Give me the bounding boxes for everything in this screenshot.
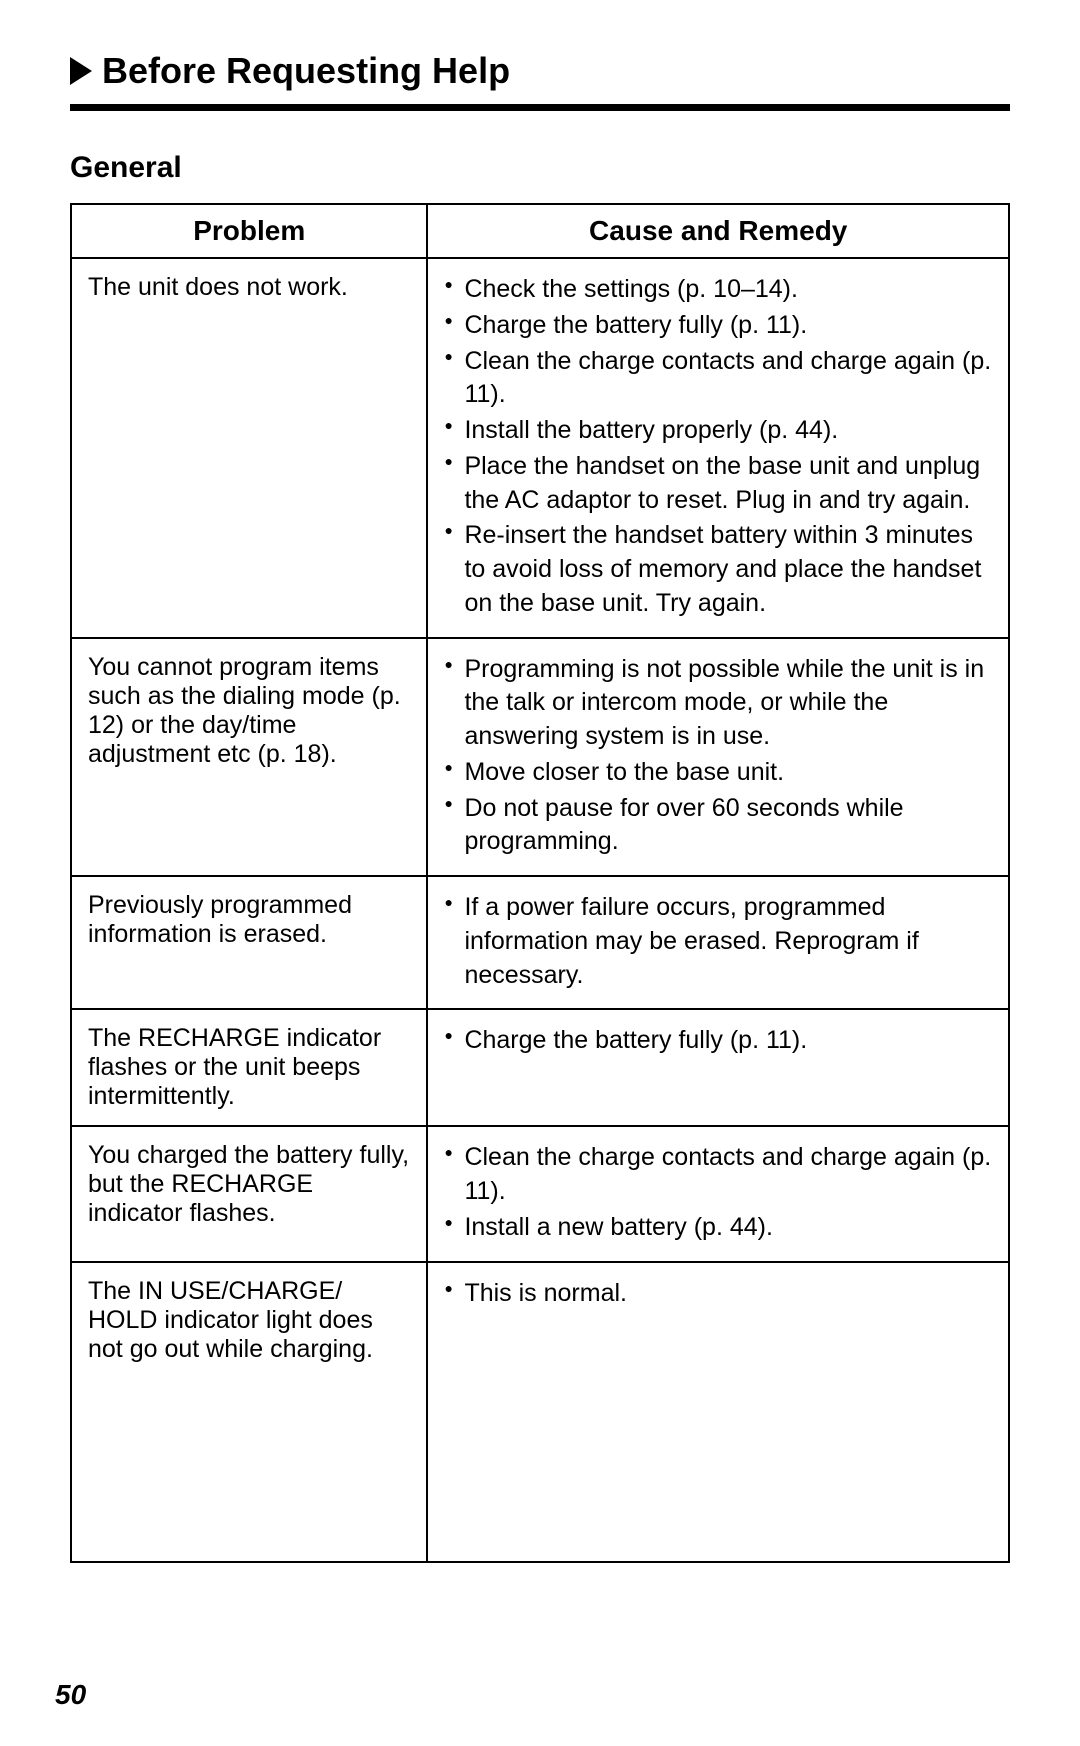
table-row: You charged the battery fully, but the R… <box>71 1126 1009 1261</box>
table-row: The unit does not work. Check the settin… <box>71 258 1009 638</box>
title-rule <box>70 104 1010 111</box>
problem-cell: The IN USE/CHARGE/ HOLD indicator light … <box>71 1262 427 1562</box>
arrow-right-icon <box>70 57 92 85</box>
remedy-item: Re-insert the handset battery within 3 m… <box>444 519 992 620</box>
remedy-item: If a power failure occurs, programmed in… <box>444 891 992 992</box>
remedy-item: Check the settings (p. 10–14). <box>444 273 992 307</box>
table-row: Previously programmed information is era… <box>71 876 1009 1009</box>
remedy-item: Programming is not possible while the un… <box>444 653 992 754</box>
remedy-item: Clean the charge contacts and charge aga… <box>444 1141 992 1209</box>
remedy-item: Place the handset on the base unit and u… <box>444 450 992 518</box>
problem-cell: You cannot program items such as the dia… <box>71 638 427 877</box>
remedy-cell: Check the settings (p. 10–14). Charge th… <box>427 258 1009 638</box>
page-title: Before Requesting Help <box>102 50 510 92</box>
remedy-list: Check the settings (p. 10–14). Charge th… <box>444 273 992 621</box>
remedy-list: Charge the battery fully (p. 11). <box>444 1024 992 1058</box>
column-header-problem: Problem <box>71 204 427 258</box>
remedy-cell: Clean the charge contacts and charge aga… <box>427 1126 1009 1261</box>
problem-cell: The RECHARGE indicator flashes or the un… <box>71 1009 427 1126</box>
problem-cell: Previously programmed information is era… <box>71 876 427 1009</box>
table-row: The RECHARGE indicator flashes or the un… <box>71 1009 1009 1126</box>
remedy-list: If a power failure occurs, programmed in… <box>444 891 992 992</box>
table-header-row: Problem Cause and Remedy <box>71 204 1009 258</box>
remedy-cell: This is normal. <box>427 1262 1009 1562</box>
troubleshooting-table: Problem Cause and Remedy The unit does n… <box>70 203 1010 1563</box>
page-header: Before Requesting Help <box>70 50 1010 92</box>
remedy-cell: Programming is not possible while the un… <box>427 638 1009 877</box>
remedy-list: This is normal. <box>444 1277 992 1311</box>
remedy-item: Charge the battery fully (p. 11). <box>444 1024 992 1058</box>
section-title: General <box>70 151 1010 185</box>
remedy-list: Clean the charge contacts and charge aga… <box>444 1141 992 1244</box>
remedy-cell: If a power failure occurs, programmed in… <box>427 876 1009 1009</box>
table-body: The unit does not work. Check the settin… <box>71 258 1009 1562</box>
remedy-item: Install a new battery (p. 44). <box>444 1211 992 1245</box>
remedy-item: Install the battery properly (p. 44). <box>444 414 992 448</box>
remedy-item: Do not pause for over 60 seconds while p… <box>444 792 992 860</box>
problem-cell: You charged the battery fully, but the R… <box>71 1126 427 1261</box>
page-number: 50 <box>55 1679 86 1711</box>
problem-cell: The unit does not work. <box>71 258 427 638</box>
remedy-item: Clean the charge contacts and charge aga… <box>444 345 992 413</box>
remedy-list: Programming is not possible while the un… <box>444 653 992 860</box>
remedy-item: Charge the battery fully (p. 11). <box>444 309 992 343</box>
remedy-item: This is normal. <box>444 1277 992 1311</box>
remedy-item: Move closer to the base unit. <box>444 756 992 790</box>
column-header-remedy: Cause and Remedy <box>427 204 1009 258</box>
remedy-cell: Charge the battery fully (p. 11). <box>427 1009 1009 1126</box>
table-row: The IN USE/CHARGE/ HOLD indicator light … <box>71 1262 1009 1562</box>
table-row: You cannot program items such as the dia… <box>71 638 1009 877</box>
